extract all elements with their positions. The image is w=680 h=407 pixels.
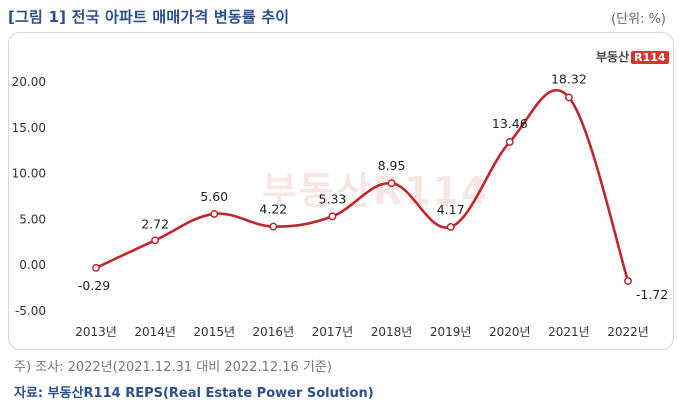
x-tick-label: 2014년 [134,325,176,339]
footnote: 주) 조사: 2022년(2021.12.31 대비 2022.12.16 기준… [14,360,332,375]
x-tick-label: 2015년 [193,325,235,339]
data-label: 13.46 [492,116,528,131]
data-point [269,222,278,231]
data-point [92,263,100,272]
series-line [94,88,630,283]
data-point [505,137,514,146]
data-label: 4.22 [259,202,287,217]
brand-logo: 부동산 R114 [596,48,669,65]
x-tick-label: 2016년 [253,325,295,339]
data-label: 5.33 [319,191,347,206]
data-point [446,223,455,231]
data-label: 2.72 [141,216,169,231]
x-tick-label: 2022년 [607,325,649,339]
chart-title: [그림 1] 전국 아파트 매매가격 변동률 추이 [8,8,290,26]
y-tick-label: 20.00 [12,75,46,89]
y-tick-label: -5.00 [15,304,46,318]
x-tick-label: 2017년 [312,325,354,339]
y-tick-label: 0.00 [19,258,46,272]
logo-text: 부동산 [596,50,630,64]
source-text: 자료: 부동산R114 REPS(Real Estate Power Solut… [14,386,374,401]
unit-label: (단위: %) [611,12,666,27]
data-point [210,209,219,218]
data-label: 5.60 [200,189,228,204]
y-tick-label: 5.00 [19,212,46,226]
data-point [387,179,396,188]
data-label: -1.72 [636,287,668,302]
data-label: 4.17 [437,202,465,217]
x-tick-label: 2019년 [430,325,472,339]
x-tick-label: 2018년 [371,325,413,339]
watermark: 부동산R114 [262,169,490,213]
x-tick-label: 2013년 [75,325,117,339]
logo-box: R114 [631,51,669,64]
data-point [564,93,573,102]
data-label: -0.29 [78,278,110,293]
data-point [151,236,160,245]
x-tick-label: 2021년 [548,325,590,339]
y-tick-label: 15.00 [12,121,46,135]
x-tick-label: 2020년 [489,325,531,339]
data-label: 8.95 [378,158,406,173]
chart-frame [8,32,674,350]
data-point [624,277,632,285]
data-label: 18.32 [551,71,587,86]
data-point [328,212,337,221]
y-tick-label: 10.00 [12,167,46,181]
